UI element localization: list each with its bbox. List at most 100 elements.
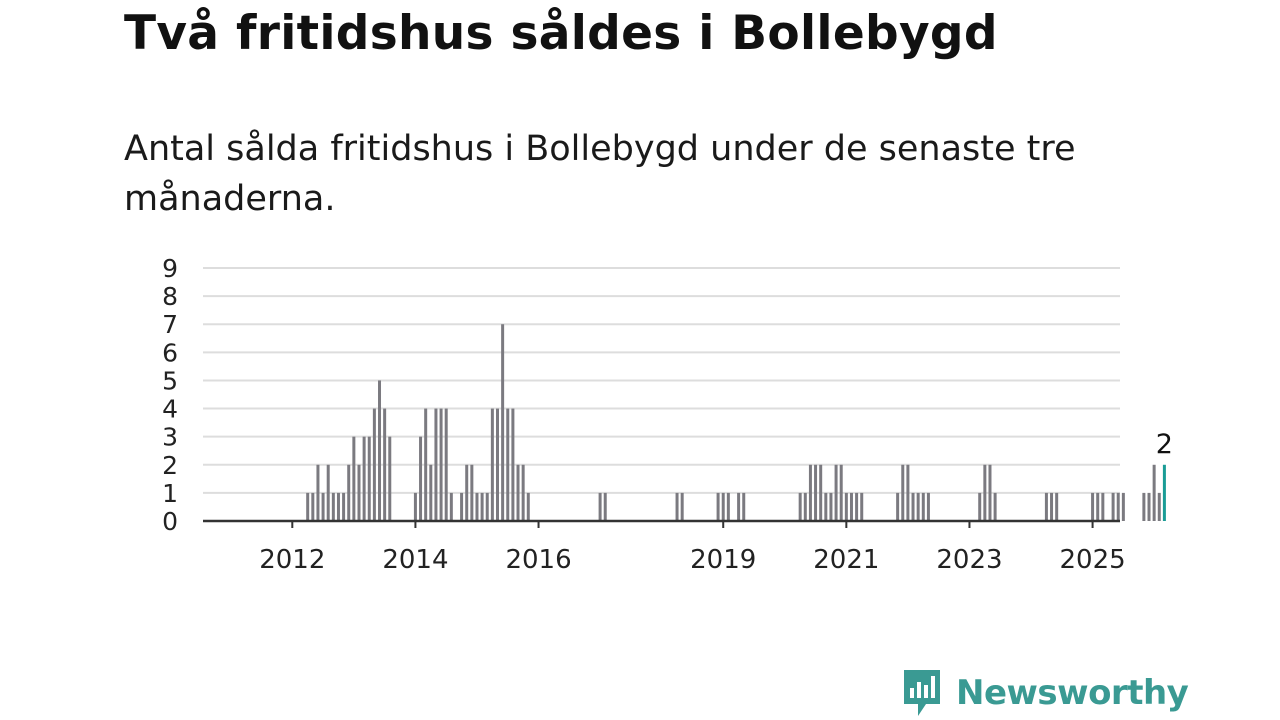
bar bbox=[465, 464, 469, 521]
bar bbox=[506, 408, 510, 521]
bar bbox=[521, 464, 525, 521]
bar bbox=[983, 464, 987, 521]
bar bbox=[326, 464, 330, 521]
y-tick-label: 0 bbox=[162, 507, 178, 536]
x-tick-label: 2023 bbox=[936, 545, 1002, 575]
bar bbox=[1157, 492, 1161, 521]
bar bbox=[839, 464, 843, 521]
bar bbox=[675, 492, 679, 521]
bar bbox=[916, 492, 920, 521]
bar bbox=[501, 324, 505, 521]
bar bbox=[808, 464, 812, 521]
bar bbox=[347, 464, 351, 521]
bar bbox=[598, 492, 602, 521]
bar bbox=[1091, 492, 1095, 521]
bar bbox=[383, 408, 387, 521]
bar bbox=[434, 408, 438, 521]
bar bbox=[1050, 492, 1054, 521]
bar bbox=[429, 464, 433, 521]
bar bbox=[742, 492, 746, 521]
bar bbox=[1101, 492, 1105, 521]
bar bbox=[444, 408, 448, 521]
bar bbox=[460, 492, 464, 521]
bar bbox=[803, 492, 807, 521]
bar bbox=[1147, 492, 1151, 521]
bar bbox=[603, 492, 607, 521]
bar bbox=[413, 492, 417, 521]
bar bbox=[906, 464, 910, 521]
bar bbox=[316, 464, 320, 521]
highlight-bar bbox=[1162, 464, 1166, 521]
brand-logo: Newsworthy bbox=[902, 668, 1189, 718]
bar bbox=[911, 492, 915, 521]
bar bbox=[424, 408, 428, 521]
bar bbox=[737, 492, 741, 521]
bar bbox=[1044, 492, 1048, 521]
bar bbox=[470, 464, 474, 521]
bar bbox=[1121, 492, 1125, 521]
bar bbox=[896, 492, 900, 521]
bar bbox=[1055, 492, 1059, 521]
bar bbox=[1142, 492, 1146, 521]
x-tick-label: 2012 bbox=[259, 545, 325, 575]
bar bbox=[388, 436, 392, 521]
chart-subtitle: Antal sålda fritidshus i Bollebygd under… bbox=[124, 129, 1076, 219]
bar bbox=[352, 436, 356, 521]
bar bbox=[901, 464, 905, 521]
x-tick-label: 2025 bbox=[1059, 545, 1125, 575]
y-tick-label: 9 bbox=[162, 254, 178, 283]
bar bbox=[926, 492, 930, 521]
bar bbox=[367, 436, 371, 521]
y-tick-label: 4 bbox=[162, 395, 178, 424]
bar bbox=[475, 492, 479, 521]
bar bbox=[798, 492, 802, 521]
bar bbox=[1152, 464, 1156, 521]
y-tick-label: 6 bbox=[162, 338, 178, 367]
bar bbox=[855, 492, 859, 521]
bar bbox=[357, 464, 361, 521]
bar bbox=[819, 464, 823, 521]
y-tick-label: 8 bbox=[162, 282, 178, 311]
y-tick-label: 5 bbox=[162, 366, 178, 395]
bar bbox=[829, 492, 833, 521]
bar bbox=[1116, 492, 1120, 521]
bar bbox=[1096, 492, 1100, 521]
bar bbox=[834, 464, 838, 521]
axes bbox=[203, 519, 1120, 528]
y-tick-label: 2 bbox=[162, 451, 178, 480]
bar bbox=[726, 492, 730, 521]
bar bbox=[1111, 492, 1115, 521]
chart-title: Två fritidshus såldes i Bollebygd bbox=[124, 6, 998, 61]
bar bbox=[921, 492, 925, 521]
bar bbox=[721, 492, 725, 521]
bar bbox=[378, 380, 382, 521]
bar bbox=[680, 492, 684, 521]
gridlines bbox=[203, 267, 1120, 494]
bar bbox=[342, 492, 346, 521]
bar bbox=[814, 464, 818, 521]
x-tick-label: 2014 bbox=[382, 545, 448, 575]
bar bbox=[439, 408, 443, 521]
bar bbox=[526, 492, 530, 521]
bar bbox=[321, 492, 325, 521]
bar bbox=[372, 408, 376, 521]
bar bbox=[311, 492, 315, 521]
x-tick-label: 2016 bbox=[505, 545, 571, 575]
bar bbox=[336, 492, 340, 521]
bar bbox=[716, 492, 720, 521]
y-tick-label: 7 bbox=[162, 310, 178, 339]
y-tick-label: 1 bbox=[162, 479, 178, 508]
bar bbox=[449, 492, 453, 521]
brand-name: Newsworthy bbox=[956, 673, 1189, 713]
bar bbox=[490, 408, 494, 521]
bar bbox=[988, 464, 992, 521]
bar bbox=[331, 492, 335, 521]
bar bbox=[485, 492, 489, 521]
newsworthy-logo-icon bbox=[904, 670, 940, 716]
bar bbox=[516, 464, 520, 521]
x-tick-label: 2019 bbox=[690, 545, 756, 575]
bar bbox=[824, 492, 828, 521]
bar bbox=[480, 492, 484, 521]
